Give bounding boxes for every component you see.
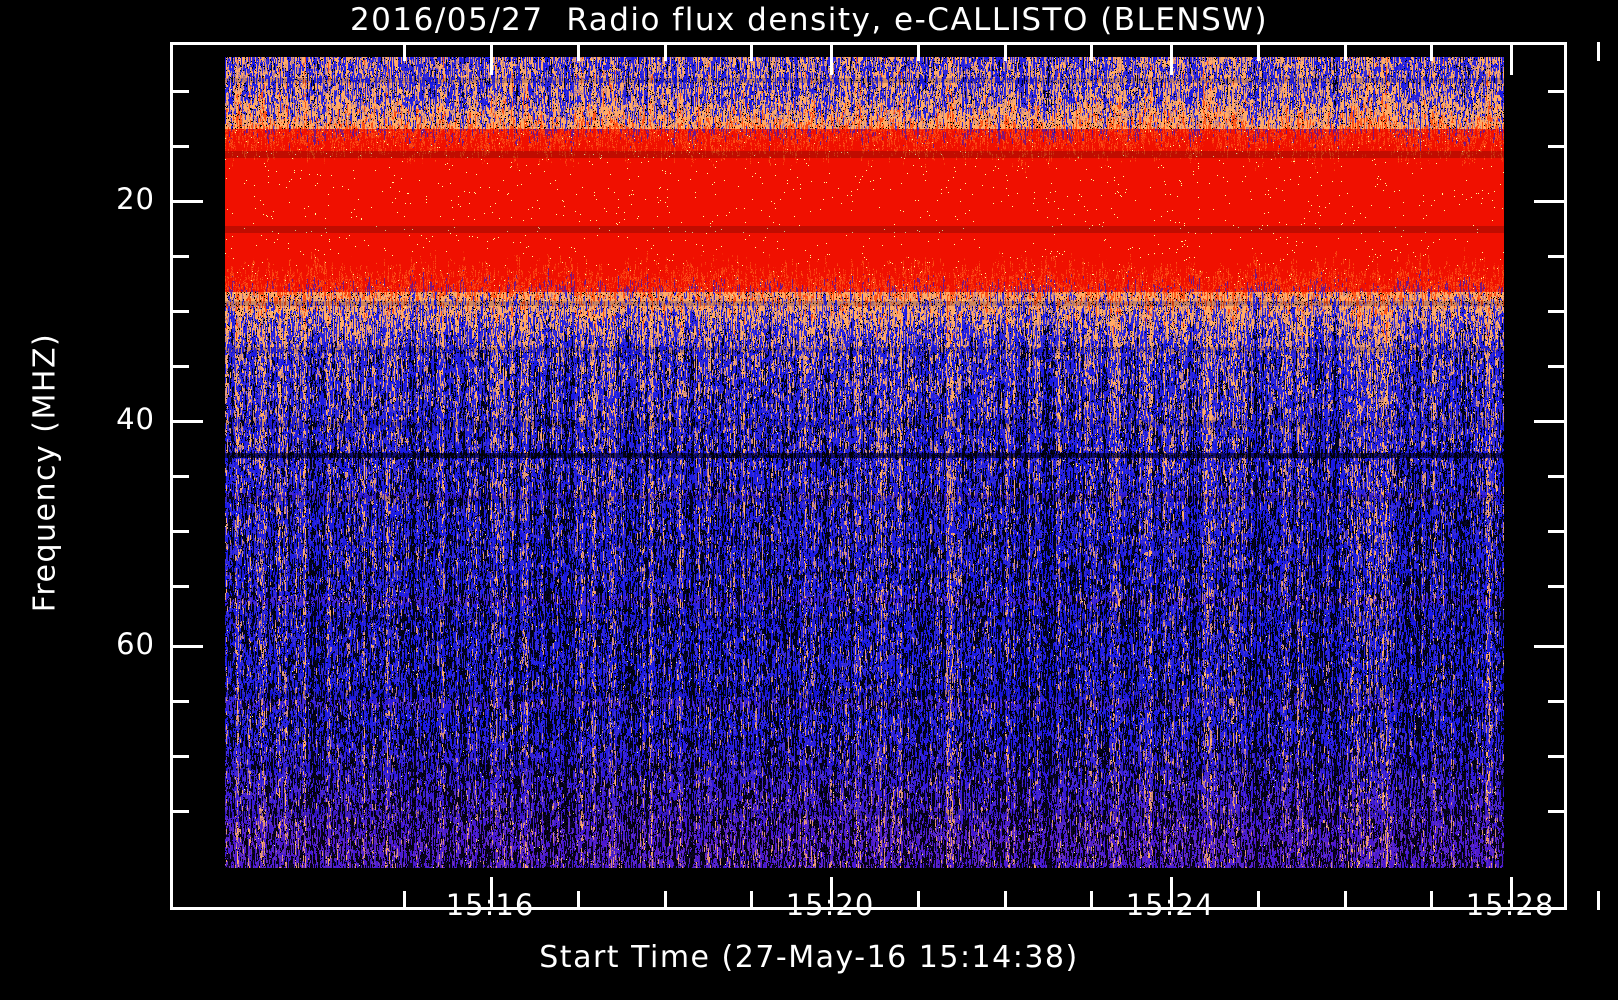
x-axis-tick-label: 15:20 xyxy=(785,888,875,922)
x-axis-minor-tick xyxy=(577,891,580,910)
y-axis-tick-label: 40 xyxy=(116,402,155,436)
y-axis-major-tick xyxy=(170,200,203,203)
x-axis-title: Start Time (27-May-16 15:14:38) xyxy=(539,940,1079,975)
x-axis-minor-tick xyxy=(1597,891,1600,910)
y-axis-major-tick-right xyxy=(1534,200,1567,203)
y-axis-minor-tick xyxy=(170,810,189,813)
x-axis-minor-tick-top xyxy=(577,42,580,61)
y-axis-minor-tick xyxy=(170,145,189,148)
x-axis-minor-tick-top xyxy=(1257,42,1260,61)
x-axis-minor-tick-top xyxy=(750,42,753,61)
y-axis-major-tick-right xyxy=(1534,645,1567,648)
x-axis-major-tick xyxy=(1510,877,1513,910)
x-axis-major-tick-top xyxy=(1510,42,1513,75)
x-axis-tick-label: 15:16 xyxy=(445,888,535,922)
y-axis-minor-tick xyxy=(170,475,189,478)
y-axis-minor-tick-right xyxy=(1548,585,1567,588)
y-axis-minor-tick-right xyxy=(1548,90,1567,93)
x-axis-minor-tick-top xyxy=(1004,42,1007,61)
y-axis-minor-tick-right xyxy=(1548,475,1567,478)
x-axis-major-tick-top xyxy=(830,42,833,75)
y-axis-minor-tick-right xyxy=(1548,310,1567,313)
y-axis-minor-tick xyxy=(170,700,189,703)
y-axis-major-tick xyxy=(170,645,203,648)
x-axis-minor-tick xyxy=(917,891,920,910)
spectrogram-canvas xyxy=(225,57,1504,868)
x-axis-minor-tick-top xyxy=(1597,42,1600,61)
x-axis-major-tick xyxy=(1170,877,1173,910)
y-axis-minor-tick-right xyxy=(1548,530,1567,533)
y-axis-tick-label: 60 xyxy=(116,627,155,661)
x-axis-minor-tick-top xyxy=(1090,42,1093,61)
y-axis-minor-tick-right xyxy=(1548,700,1567,703)
x-axis-tick-label: 15:28 xyxy=(1465,888,1555,922)
x-axis-minor-tick xyxy=(1430,891,1433,910)
x-axis-minor-tick xyxy=(1004,891,1007,910)
y-axis-minor-tick xyxy=(170,310,189,313)
x-axis-major-tick xyxy=(490,877,493,910)
y-axis-minor-tick xyxy=(170,530,189,533)
x-axis-minor-tick xyxy=(1257,891,1260,910)
x-axis-tick-label: 15:24 xyxy=(1125,888,1215,922)
y-axis-minor-tick-right xyxy=(1548,255,1567,258)
y-axis-minor-tick-right xyxy=(1548,145,1567,148)
x-axis-minor-tick xyxy=(750,891,753,910)
x-axis-minor-tick xyxy=(664,891,667,910)
y-axis-minor-tick-right xyxy=(1548,810,1567,813)
x-axis-minor-tick-top xyxy=(917,42,920,61)
y-axis-minor-tick xyxy=(170,255,189,258)
figure-title: 2016/05/27 Radio flux density, e-CALLIST… xyxy=(349,2,1269,38)
x-axis-minor-tick-top xyxy=(403,42,406,61)
x-axis-major-tick-top xyxy=(1170,42,1173,75)
y-axis-minor-tick-right xyxy=(1548,365,1567,368)
x-axis-minor-tick xyxy=(403,891,406,910)
x-axis-minor-tick-top xyxy=(1430,42,1433,61)
x-axis-major-tick xyxy=(830,877,833,910)
y-axis-minor-tick xyxy=(170,90,189,93)
x-axis-minor-tick-top xyxy=(664,42,667,61)
y-axis-minor-tick xyxy=(170,365,189,368)
y-axis-major-tick-right xyxy=(1534,420,1567,423)
y-axis-minor-tick xyxy=(170,585,189,588)
x-axis-major-tick-top xyxy=(490,42,493,75)
y-axis-major-tick xyxy=(170,420,203,423)
y-axis-minor-tick-right xyxy=(1548,755,1567,758)
x-axis-minor-tick xyxy=(1090,891,1093,910)
y-axis-title: Frequency (MHZ) xyxy=(27,332,63,613)
y-axis-tick-label: 20 xyxy=(116,182,155,216)
x-axis-minor-tick-top xyxy=(1344,42,1347,61)
y-axis-minor-tick xyxy=(170,755,189,758)
x-axis-minor-tick xyxy=(1344,891,1347,910)
